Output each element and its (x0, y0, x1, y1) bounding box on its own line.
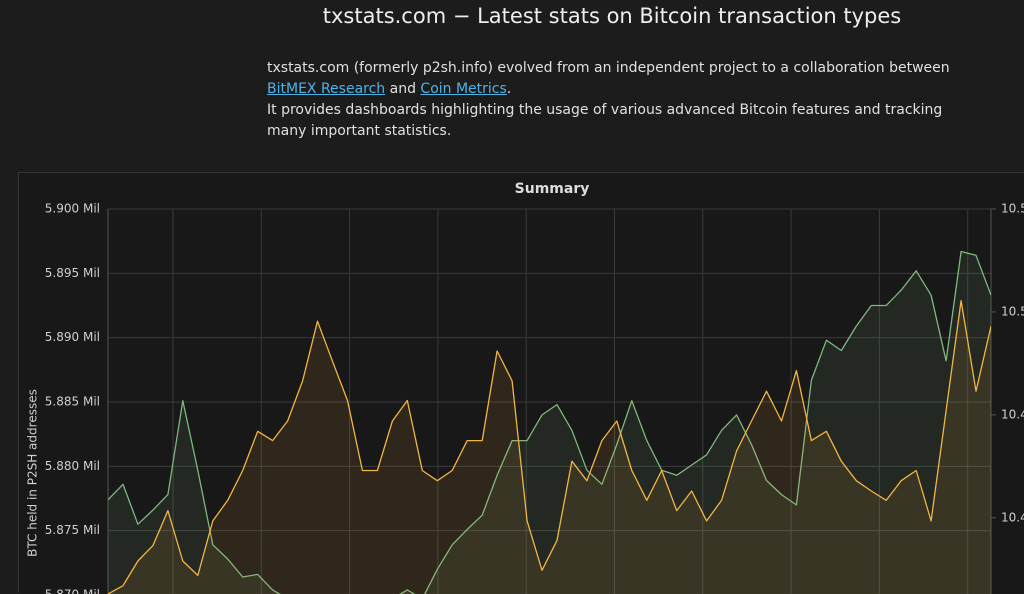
page-title: txstats.com − Latest stats on Bitcoin tr… (0, 4, 1024, 28)
y-tick-label: 5.890 Mil (45, 330, 100, 344)
y-tick-label: 5.880 Mil (45, 459, 100, 473)
y2-tick-label: 10.4 (1001, 407, 1024, 421)
y-tick-label: 5.885 Mil (45, 395, 100, 409)
intro-text: . (507, 81, 511, 97)
chart: Summary BTC held in P2SH addresses 5.900… (19, 173, 1024, 594)
y2-tick-label: 10.4 (1001, 510, 1024, 524)
intro-text: and (385, 81, 420, 97)
y2-tick-label: 10.5 (1001, 304, 1024, 318)
y-tick-label: 5.895 Mil (45, 266, 100, 280)
intro-text: It provides dashboards highlighting the … (267, 102, 942, 139)
chart-title: Summary (515, 181, 590, 197)
chart-panel: Summary BTC held in P2SH addresses 5.900… (18, 172, 1024, 593)
y-tick-label: 5.875 Mil (45, 523, 100, 537)
y-tick-label: 5.900 Mil (45, 202, 100, 216)
coinmetrics-link[interactable]: Coin Metrics (420, 81, 506, 97)
intro: txstats.com (formerly p2sh.info) evolved… (267, 58, 967, 142)
bitmex-link[interactable]: BitMEX Research (267, 81, 385, 97)
y-axis-label: BTC held in P2SH addresses (26, 389, 40, 557)
y2-tick-label: 10.5 (1001, 202, 1024, 216)
plot (108, 252, 991, 594)
y-tick-label: 5.870 Mil (45, 588, 100, 594)
intro-text: txstats.com (formerly p2sh.info) evolved… (267, 60, 950, 76)
